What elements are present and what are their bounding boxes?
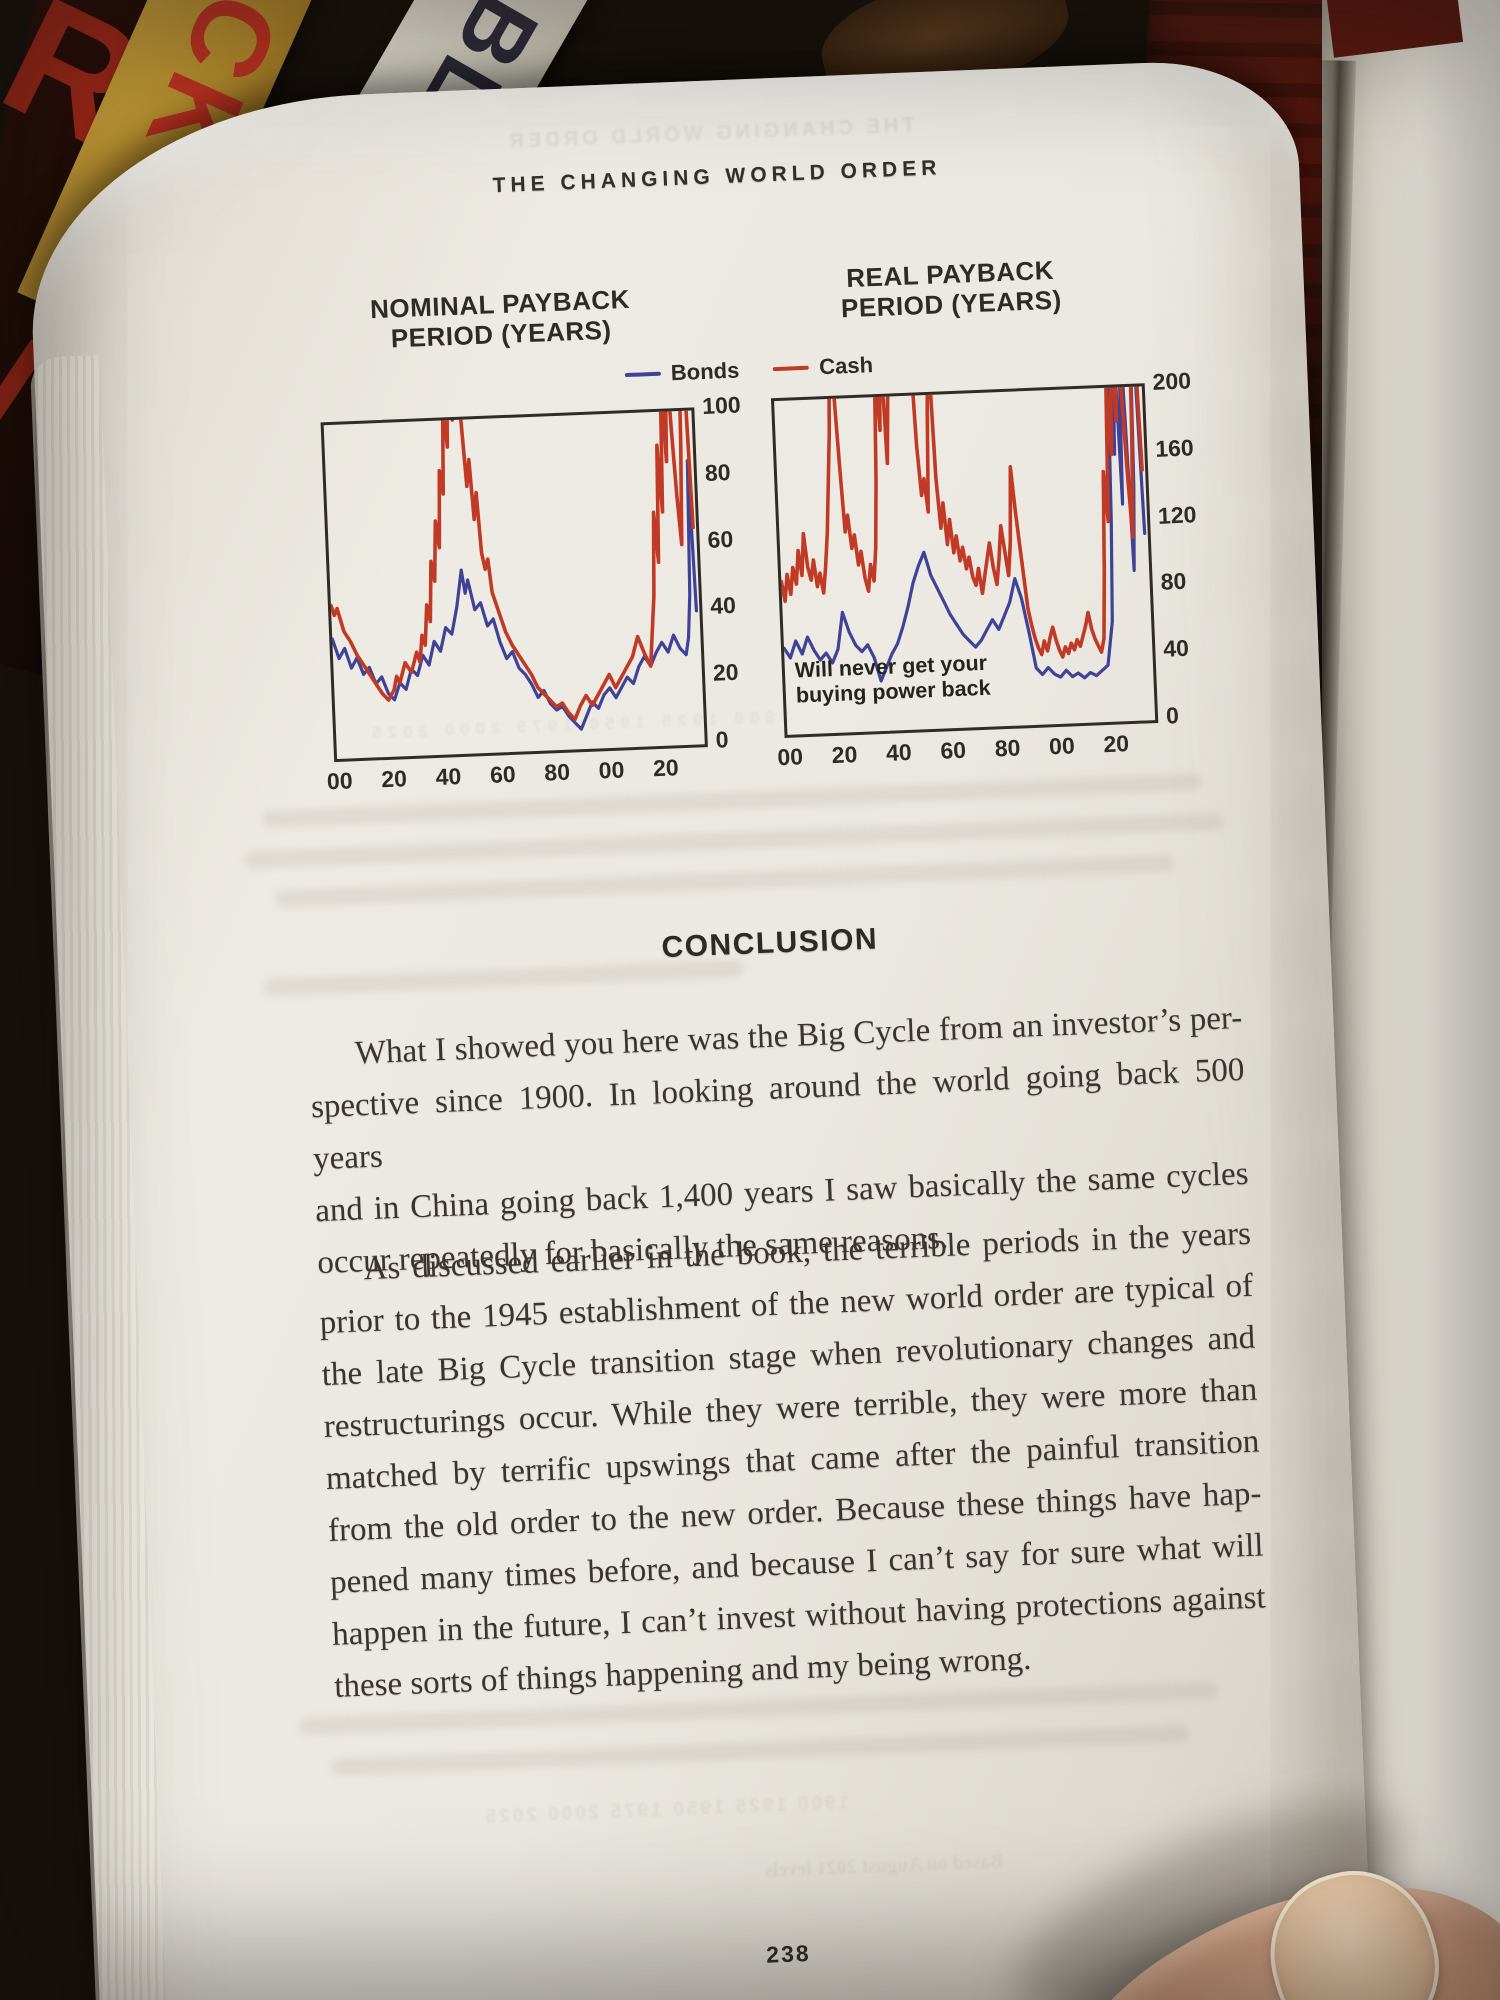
bleed-through-caption: Based on August 2021 levels	[764, 1850, 1005, 1882]
x-tick-label: 00	[776, 743, 804, 771]
chart-nominal-payback: 1900 1925 1950 1975 2000 2025	[320, 275, 791, 763]
chart-title-nominal: NOMINAL PAYBACK PERIOD (YEARS)	[316, 282, 686, 357]
y-tick-label: 120	[1157, 500, 1197, 529]
real-y-axis: 200 160 120 80 40 0	[1152, 367, 1225, 728]
legend-item-cash: Cash	[773, 352, 874, 382]
x-tick-label: 60	[939, 736, 967, 764]
y-tick-label: 0	[1165, 702, 1180, 729]
y-tick-label: 0	[715, 726, 729, 753]
x-tick-label: 20	[652, 754, 680, 782]
chart-annotation: Will never get your buying power back	[794, 651, 991, 709]
page-content: THE CHANGING WORLD ORDER THE CHANGING WO…	[174, 59, 1336, 2000]
legend-item-bonds: Bonds	[624, 357, 740, 389]
x-tick-label: 40	[435, 763, 462, 791]
y-tick-label: 100	[701, 391, 742, 420]
x-tick-label: 00	[598, 756, 625, 784]
bleed-through-line	[330, 1724, 1191, 1777]
running-head: THE CHANGING WORLD ORDER	[492, 156, 942, 198]
y-tick-label: 160	[1154, 434, 1195, 462]
x-tick-label: 20	[1102, 730, 1130, 758]
x-tick-label: 20	[831, 741, 858, 769]
y-tick-label: 40	[1162, 634, 1190, 662]
cash-line-swatch	[773, 365, 810, 372]
chart-title-real: REAL PAYBACK PERIOD (YEARS)	[766, 252, 1136, 327]
y-tick-label: 80	[1160, 568, 1187, 596]
bonds-line-swatch	[624, 371, 661, 378]
y-tick-label: 40	[709, 592, 737, 620]
nominal-payback-lines	[329, 275, 699, 731]
nominal-y-axis: 100 80 60 40 20 0	[701, 391, 775, 753]
bleed-through-line	[275, 854, 1176, 908]
bonds-series-line	[782, 285, 1147, 683]
left-page: THE CHANGING WORLD ORDER THE CHANGING WO…	[23, 56, 1378, 2000]
legend-label: Cash	[818, 352, 874, 380]
y-tick-label: 200	[1152, 367, 1192, 395]
y-tick-label: 20	[712, 658, 740, 686]
section-heading: CONCLUSION	[660, 922, 879, 965]
y-tick-label: 60	[707, 525, 734, 553]
bonds-series-line	[330, 459, 699, 731]
x-tick-label: 80	[994, 734, 1021, 762]
paragraph-2: As discussed earlier in the book, the te…	[317, 1208, 1269, 1713]
legend-label: Bonds	[670, 357, 740, 386]
x-tick-label: 40	[885, 738, 913, 766]
x-tick-label: 00	[326, 767, 354, 795]
bleed-through-years: 1900 1925 1950 1975 2000 2025	[482, 1792, 850, 1828]
x-tick-label: 80	[543, 758, 571, 786]
chart-legend: Bonds Cash	[624, 352, 873, 388]
cash-series-line	[779, 251, 1144, 659]
y-tick-label: 80	[704, 458, 731, 486]
x-tick-label: 20	[380, 765, 408, 793]
bleed-through-header: THE CHANGING WORLD ORDER	[505, 114, 915, 153]
cash-series-line	[329, 275, 695, 722]
chart-real-payback: Will never get your buying power back	[770, 251, 1159, 738]
x-tick-label: 60	[489, 760, 517, 788]
x-tick-label: 00	[1048, 732, 1076, 760]
